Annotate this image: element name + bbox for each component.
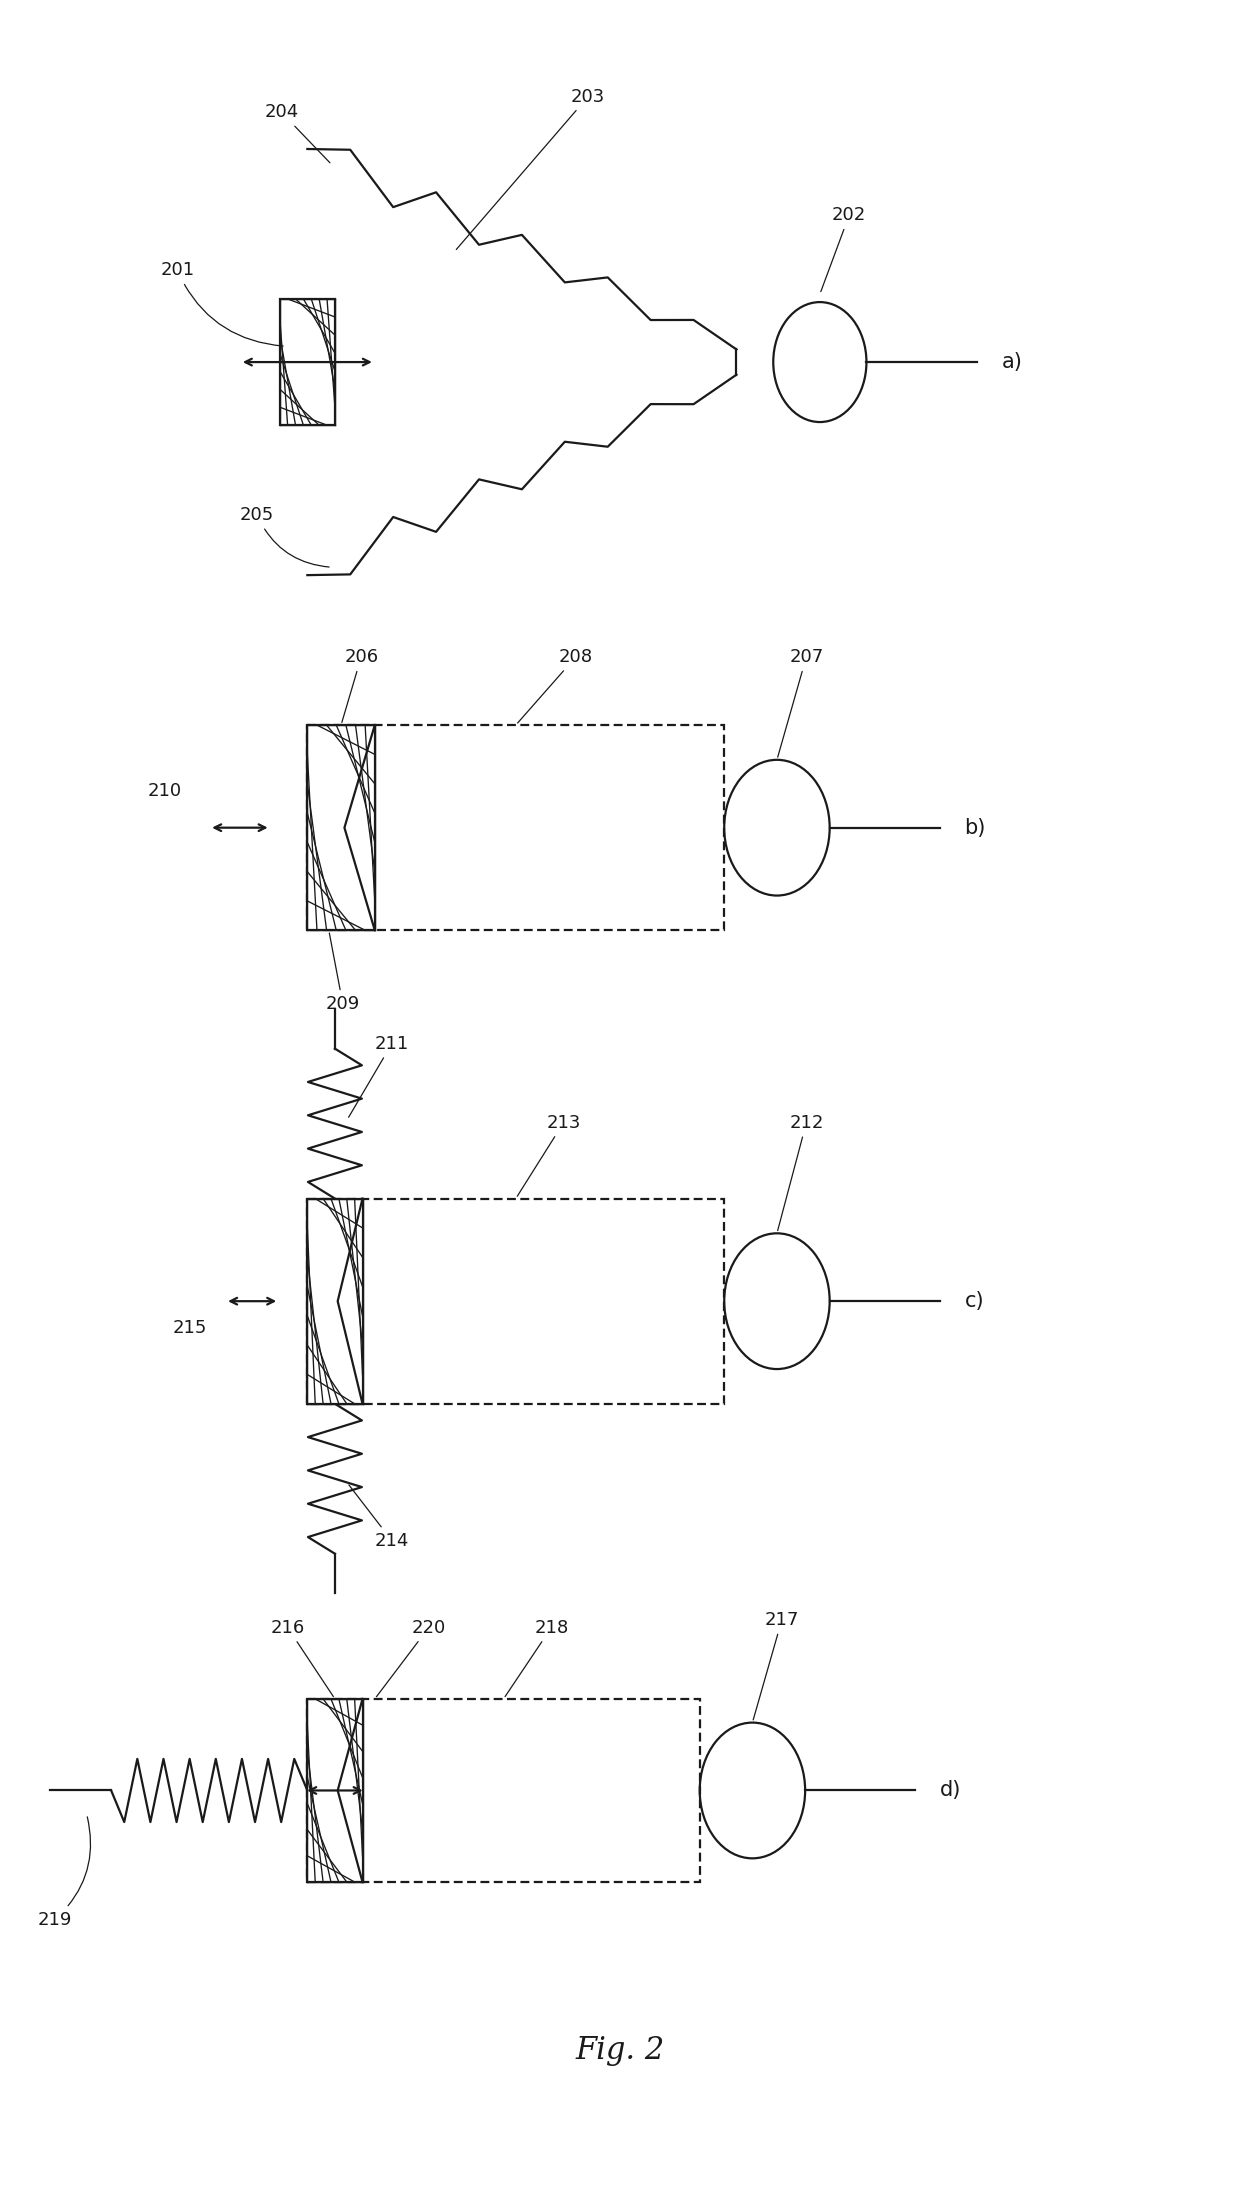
Bar xyxy=(308,1699,699,1883)
Text: 219: 219 xyxy=(37,1817,91,1929)
Text: d): d) xyxy=(940,1780,961,1800)
Bar xyxy=(308,1199,362,1403)
Text: 212: 212 xyxy=(777,1114,823,1230)
Text: 216: 216 xyxy=(270,1618,334,1697)
Text: 206: 206 xyxy=(342,649,378,723)
Bar xyxy=(308,726,374,929)
Text: b): b) xyxy=(965,818,986,837)
Text: 204: 204 xyxy=(264,103,330,162)
Bar xyxy=(308,1199,724,1403)
Text: 203: 203 xyxy=(456,88,605,250)
Bar xyxy=(280,298,335,425)
Text: 217: 217 xyxy=(753,1611,799,1721)
Text: a): a) xyxy=(1002,353,1022,373)
Text: 210: 210 xyxy=(148,783,182,800)
Text: 207: 207 xyxy=(777,649,823,756)
Text: 201: 201 xyxy=(160,261,283,346)
Text: 202: 202 xyxy=(821,206,867,292)
Text: c): c) xyxy=(965,1291,985,1311)
Text: 208: 208 xyxy=(517,649,593,723)
Bar xyxy=(308,1699,362,1883)
Text: 211: 211 xyxy=(348,1035,409,1118)
Text: 214: 214 xyxy=(348,1484,409,1550)
Text: 209: 209 xyxy=(326,934,360,1013)
Text: 220: 220 xyxy=(377,1618,446,1697)
Text: Fig. 2: Fig. 2 xyxy=(575,2036,665,2067)
Text: 215: 215 xyxy=(172,1320,207,1337)
Bar xyxy=(308,726,724,929)
Text: 205: 205 xyxy=(239,506,329,568)
Text: 213: 213 xyxy=(517,1114,580,1197)
Text: 218: 218 xyxy=(505,1618,568,1697)
